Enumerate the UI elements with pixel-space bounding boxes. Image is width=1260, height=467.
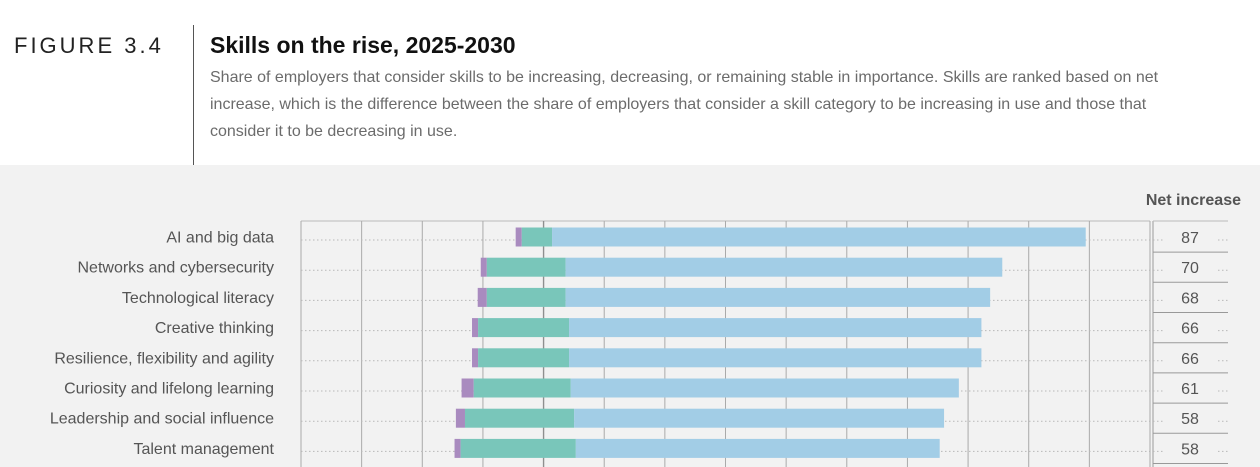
bar-decreasing — [472, 318, 479, 338]
net-increase-value: 58 — [1181, 411, 1199, 428]
header-divider — [193, 25, 194, 165]
net-increase-header: Net increase — [1146, 192, 1241, 209]
bar-stable — [464, 408, 575, 428]
bar-stable — [486, 257, 566, 277]
bar-decreasing — [454, 438, 461, 458]
net-increase-value: 66 — [1181, 321, 1199, 338]
bar-increasing — [570, 378, 959, 398]
bar-stable — [478, 318, 570, 338]
category-label: Leadership and social influence — [50, 411, 274, 428]
bar-decreasing — [461, 378, 474, 398]
bar-increasing — [565, 257, 1003, 277]
chart-title: Skills on the rise, 2025-2030 — [210, 32, 516, 58]
bar-decreasing — [472, 348, 479, 368]
category-label: Creative thinking — [155, 320, 274, 337]
stacked-bar-chart: Net increase AI and big data 87 Networks an… — [50, 192, 1241, 467]
bar-stable — [460, 438, 576, 458]
net-increase-value: 58 — [1181, 441, 1199, 458]
bar-stable — [521, 227, 553, 247]
bar-stable — [486, 287, 566, 307]
net-increase-value: 66 — [1181, 351, 1199, 368]
bar-decreasing — [455, 408, 465, 428]
net-increase-value: 87 — [1181, 230, 1199, 247]
bar-decreasing — [515, 227, 522, 247]
bar-decreasing — [477, 287, 487, 307]
bar-increasing — [569, 348, 982, 368]
category-label: Talent management — [133, 441, 274, 458]
bar-increasing — [575, 438, 940, 458]
bar-increasing — [569, 318, 982, 338]
category-label: AI and big data — [166, 230, 274, 247]
bar-stable — [478, 348, 570, 368]
net-increase-value: 61 — [1181, 381, 1199, 398]
net-increase-value: 70 — [1181, 260, 1199, 277]
category-label: Curiosity and lifelong learning — [64, 381, 274, 398]
chart-area: Net increase AI and big data 87 Networks an… — [0, 165, 1260, 467]
chart-subtitle: Share of employers that consider skills … — [210, 69, 1159, 140]
bar-increasing — [552, 227, 1086, 247]
net-increase-value: 68 — [1181, 290, 1199, 307]
category-label: Technological literacy — [122, 290, 274, 307]
figure-header: FIGURE 3.4 Skills on the rise, 2025-2030… — [0, 0, 1260, 165]
figure-label: FIGURE 3.4 — [14, 33, 164, 58]
bar-stable — [473, 378, 571, 398]
bar-increasing — [565, 287, 991, 307]
bar-increasing — [574, 408, 945, 428]
category-label: Networks and cybersecurity — [77, 260, 274, 277]
bar-decreasing — [480, 257, 487, 277]
category-label: Resilience, flexibility and agility — [54, 350, 274, 367]
